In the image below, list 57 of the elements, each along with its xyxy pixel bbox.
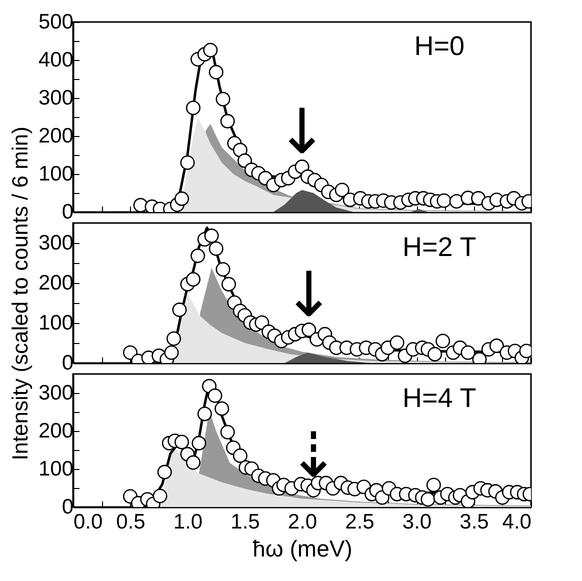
y-tick-label: 300 bbox=[38, 382, 74, 404]
point bbox=[164, 345, 179, 360]
point bbox=[232, 142, 248, 158]
y-tick-label: 200 bbox=[38, 272, 74, 294]
x-tick-label: 3.0 bbox=[402, 510, 432, 534]
annotation: H=2 T bbox=[402, 232, 476, 262]
point bbox=[302, 322, 316, 338]
y-tick-label: 200 bbox=[38, 124, 74, 148]
point bbox=[174, 191, 190, 206]
point bbox=[216, 92, 230, 106]
x-tick-label: 1.5 bbox=[230, 510, 260, 534]
y-axis-title: Intensity (scaled to counts / 6 min) bbox=[7, 126, 32, 460]
x-tick-label: 2.5 bbox=[345, 510, 374, 534]
annotation: ⇣ bbox=[287, 418, 340, 492]
point bbox=[216, 262, 230, 277]
point bbox=[390, 335, 404, 350]
point bbox=[166, 331, 182, 346]
x-axis-title: ħω (meV) bbox=[252, 536, 352, 562]
point bbox=[203, 42, 218, 58]
x-tick-label: 4.0 bbox=[502, 510, 532, 534]
y-tick-label: 0 bbox=[62, 200, 74, 224]
point bbox=[221, 276, 236, 292]
y-tick-label: 0 bbox=[62, 496, 74, 518]
annotation: H=4 T bbox=[402, 383, 476, 413]
point bbox=[334, 182, 350, 198]
y-tick-label: 300 bbox=[38, 232, 74, 254]
x-tick-label: 3.5 bbox=[460, 510, 489, 534]
point bbox=[220, 114, 235, 128]
y-tick-label: 500 bbox=[38, 10, 74, 34]
y-tick-label: 400 bbox=[38, 48, 74, 72]
point bbox=[436, 193, 452, 208]
point bbox=[180, 155, 195, 170]
point bbox=[449, 194, 464, 209]
annotation: ↓ bbox=[276, 94, 328, 168]
point bbox=[428, 346, 442, 362]
annotation: H=0 bbox=[414, 31, 465, 61]
y-tick-label: 100 bbox=[38, 458, 74, 480]
annotation: ↓ bbox=[282, 258, 335, 331]
point bbox=[204, 228, 219, 244]
x-tick-label: 2.0 bbox=[288, 510, 318, 534]
y-tick-label: 300 bbox=[38, 86, 74, 110]
point bbox=[208, 241, 224, 256]
point bbox=[133, 198, 148, 212]
point bbox=[471, 191, 486, 206]
x-tick-label: 0.0 bbox=[74, 510, 103, 534]
point bbox=[460, 345, 476, 360]
x-tick-label: 1.0 bbox=[173, 510, 203, 534]
y-tick-label: 100 bbox=[38, 312, 74, 334]
x-tick-label: 0.5 bbox=[116, 510, 146, 534]
point bbox=[186, 272, 200, 287]
point bbox=[186, 100, 200, 116]
y-tick-label: 200 bbox=[38, 420, 74, 442]
y-tick-label: 0 bbox=[62, 352, 74, 374]
point bbox=[190, 248, 206, 264]
y-tick-label: 100 bbox=[38, 162, 74, 186]
point bbox=[172, 302, 187, 318]
point bbox=[208, 64, 224, 80]
